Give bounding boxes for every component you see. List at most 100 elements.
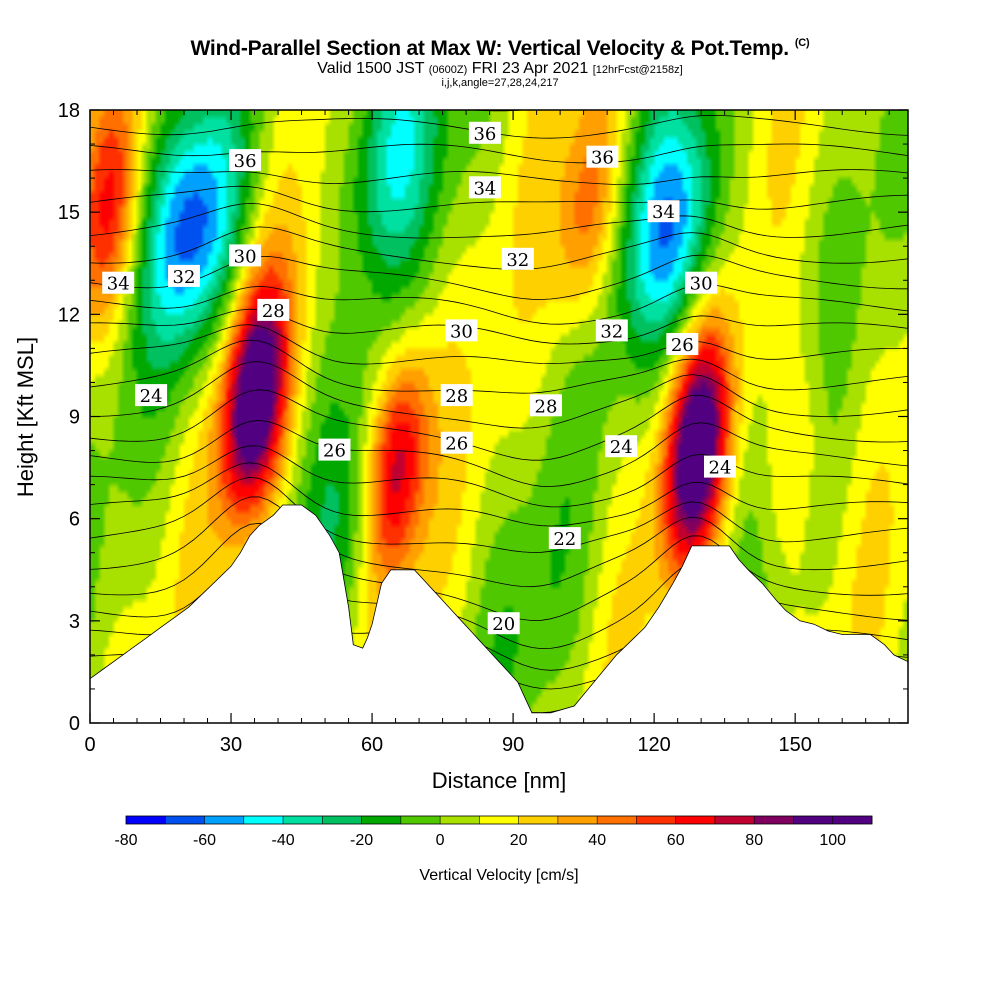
y-tick-label: 15 (58, 202, 80, 224)
colorbar-tick-label: -40 (272, 832, 295, 849)
contour-label: 36 (586, 145, 619, 169)
contour-label: 32 (595, 319, 628, 342)
contour-label: 30 (685, 271, 718, 295)
contour-label-text: 24 (709, 458, 732, 479)
colorbar-tick-label: 100 (819, 832, 846, 849)
contour-label: 36 (229, 149, 262, 172)
theta-contour (90, 389, 908, 461)
contour-label: 22 (548, 527, 581, 550)
contour-label-text: 36 (591, 148, 614, 169)
x-tick-label: 150 (778, 734, 811, 756)
contour-label-text: 30 (450, 321, 473, 342)
colorbar-swatch (832, 816, 873, 824)
theta-contour (90, 324, 908, 365)
colorbar-swatch (243, 816, 284, 824)
contour-label: 26 (666, 333, 699, 356)
contour-label-text: 22 (553, 529, 576, 550)
contour-label-box (468, 121, 501, 144)
theta-contour (90, 361, 908, 429)
colorbar-swatch (400, 816, 441, 824)
theta-contour (90, 308, 908, 345)
contour-label: 26 (318, 438, 351, 462)
contour-label-text: 24 (610, 437, 633, 458)
contour-label: 24 (704, 455, 736, 479)
contour-label-box (487, 612, 520, 635)
contour-label-box (548, 527, 581, 550)
contour-label: 30 (445, 319, 478, 342)
contour-label-text: 28 (445, 386, 468, 407)
contour-label-box (530, 394, 562, 417)
theta-contour (90, 185, 908, 213)
contour-label-text: 32 (173, 267, 196, 288)
contour-label-box (647, 200, 680, 223)
contour-label-box (229, 244, 262, 267)
colorbar-tick-label: -60 (193, 832, 216, 849)
contour-label-text: 34 (107, 274, 130, 295)
colorbar-swatch (557, 816, 598, 824)
chart-subtitle: Valid 1500 JST (0600Z) FRI 23 Apr 2021 [… (317, 60, 683, 77)
theta-contour (90, 202, 908, 239)
contour-label-box (445, 319, 478, 342)
theta-contour (90, 476, 908, 553)
colorbar-swatch (283, 816, 323, 824)
colorbar-swatch (675, 816, 716, 824)
theta-contour (90, 226, 908, 270)
terrain-profile (90, 504, 908, 723)
contour-label-text: 34 (473, 178, 496, 199)
contour-label: 28 (440, 384, 473, 407)
contour-label-text: 26 (323, 441, 346, 462)
contour-label: 34 (647, 200, 680, 223)
contour-label-box (468, 176, 501, 199)
x-axis-label: Distance [nm] (432, 768, 567, 793)
x-tick-label: 0 (84, 734, 95, 756)
colorbar-frame (125, 815, 873, 825)
contour-label: 30 (229, 244, 262, 267)
x-tick-label: 60 (361, 734, 383, 756)
y-tick-label: 18 (58, 100, 80, 122)
colorbar-swatch (714, 816, 755, 824)
contour-label-box (440, 431, 473, 454)
theta-contour (90, 419, 908, 487)
contour-label-text: 28 (262, 301, 285, 322)
x-tick-label: 30 (220, 734, 242, 756)
contour-label-text: 32 (600, 321, 623, 342)
y-tick-label: 12 (58, 304, 80, 326)
contour-label-box (586, 145, 619, 168)
contour-labels: 36 34 32 30 28 24 26 36 34 32 30 28 28 26 22 20 36 34 32 30… (102, 121, 736, 635)
colorbar-tick-label: -80 (114, 832, 137, 849)
theta-contour (90, 496, 908, 588)
contour-label: 24 (135, 384, 168, 407)
contour-label: 32 (168, 264, 200, 288)
colorbar-swatch (636, 816, 676, 824)
contour-label-box (595, 319, 628, 342)
contour-label-box (440, 384, 473, 407)
y-tick-label: 6 (69, 509, 80, 531)
contour-label-box (168, 264, 200, 287)
colorbar-tick-label: 40 (588, 832, 606, 849)
colorbar-label: Vertical Velocity [cm/s] (419, 867, 578, 884)
colorbar-swatch (361, 816, 402, 824)
contour-label-text: 20 (492, 614, 515, 635)
contour-label-box (318, 438, 351, 461)
colorbar-swatch (204, 816, 245, 824)
colorbar-swatch (165, 816, 205, 824)
contour-label: 28 (257, 298, 290, 322)
colorbar-tick-label: 60 (667, 832, 685, 849)
colorbar-swatch (754, 816, 794, 824)
contour-label-text: 30 (690, 274, 713, 295)
contour-label: 34 (468, 176, 501, 199)
contour-label-text: 26 (671, 335, 694, 356)
chart-indices: i,j,k,angle=27,28,24,217 (441, 77, 559, 89)
colorbar-swatch (440, 816, 480, 824)
colorbar-swatch (597, 816, 637, 824)
contour-label: 26 (440, 431, 473, 455)
contour-label: 28 (530, 394, 562, 417)
contour-label-text: 24 (140, 386, 163, 407)
y-tick-label: 0 (69, 713, 80, 735)
y-tick-label: 3 (69, 611, 80, 633)
contour-label: 36 (468, 121, 501, 145)
contour-label-box (135, 384, 168, 407)
theta-contour (90, 283, 908, 325)
